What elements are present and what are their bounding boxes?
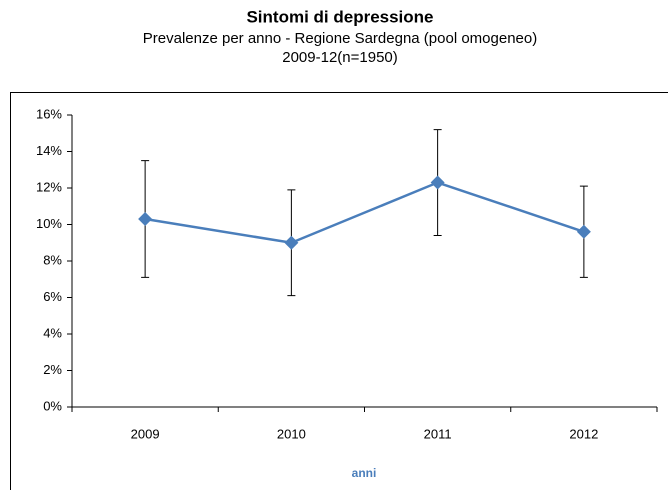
y-tick-label: 10% bbox=[36, 216, 62, 231]
marker bbox=[284, 235, 299, 250]
y-tick-label: 4% bbox=[43, 325, 62, 340]
x-axis-label: anni bbox=[352, 466, 377, 480]
marker bbox=[138, 212, 153, 227]
marker bbox=[576, 224, 591, 239]
y-tick-label: 14% bbox=[36, 143, 62, 158]
y-tick-label: 0% bbox=[43, 398, 62, 413]
line bbox=[144, 181, 585, 245]
y-tick-label: 16% bbox=[36, 106, 62, 121]
chart-subtitle: 2009-12(n=1950) bbox=[282, 49, 398, 66]
y-tick-label: 2% bbox=[43, 362, 62, 377]
y-tick-label: 8% bbox=[43, 252, 62, 267]
chart-frame bbox=[10, 92, 668, 490]
chart-title: Sintomi di depressione bbox=[246, 7, 433, 26]
y-tick-label: 6% bbox=[43, 289, 62, 304]
marker bbox=[430, 175, 445, 190]
chart-subtitle: Prevalenze per anno - Regione Sardegna (… bbox=[143, 30, 537, 47]
x-tick-label: 2009 bbox=[131, 426, 160, 441]
y-tick-label: 12% bbox=[36, 179, 62, 194]
x-tick-label: 2011 bbox=[424, 426, 452, 441]
x-tick-label: 2012 bbox=[569, 426, 598, 441]
x-tick-label: 2010 bbox=[277, 426, 306, 441]
